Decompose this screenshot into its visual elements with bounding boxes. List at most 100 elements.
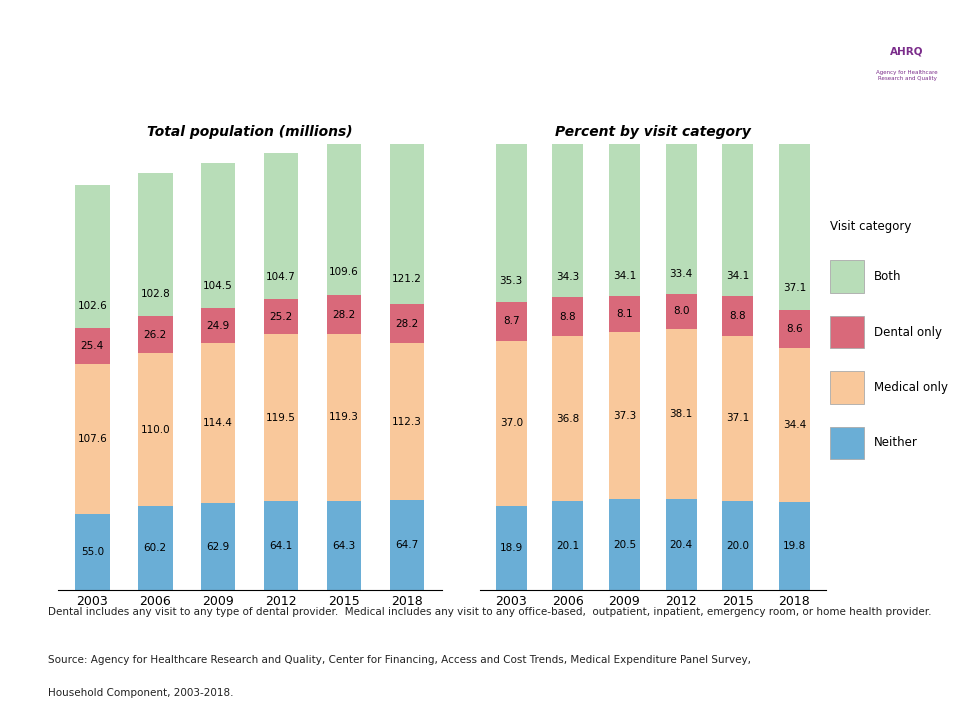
Bar: [665, 294, 697, 329]
Text: 25.2: 25.2: [270, 312, 293, 322]
Text: 25.4: 25.4: [81, 341, 104, 351]
Text: 8.8: 8.8: [560, 312, 576, 322]
Bar: [201, 343, 235, 503]
Text: 37.1: 37.1: [726, 413, 750, 423]
Text: 20.1: 20.1: [557, 541, 580, 551]
Bar: [75, 364, 109, 513]
Bar: [264, 501, 299, 590]
Text: Visit category: Visit category: [830, 220, 912, 233]
Bar: [552, 336, 584, 500]
Bar: [779, 502, 810, 590]
Text: 20.4: 20.4: [669, 540, 693, 550]
Text: 112.3: 112.3: [392, 417, 421, 427]
Bar: [665, 329, 697, 500]
Text: 38.1: 38.1: [669, 409, 693, 419]
Text: 20.5: 20.5: [612, 540, 636, 549]
Text: Source: Agency for Healthcare Research and Quality, Center for Financing, Access: Source: Agency for Healthcare Research a…: [48, 654, 751, 665]
Circle shape: [437, 21, 960, 138]
Text: 35.3: 35.3: [499, 276, 523, 287]
Text: Dental only: Dental only: [874, 325, 942, 338]
Bar: [495, 341, 527, 506]
Bar: [779, 145, 810, 310]
Bar: [779, 310, 810, 348]
Text: Household Component, 2003-2018.: Household Component, 2003-2018.: [48, 688, 233, 698]
Text: 55.0: 55.0: [81, 547, 104, 557]
Bar: [609, 144, 640, 296]
Bar: [609, 333, 640, 499]
Bar: [779, 348, 810, 502]
Bar: [326, 334, 361, 500]
Bar: [326, 295, 361, 334]
Bar: [326, 500, 361, 590]
Bar: [495, 302, 527, 341]
Bar: [552, 500, 584, 590]
Text: 121.2: 121.2: [392, 274, 421, 284]
Text: 114.4: 114.4: [204, 418, 233, 428]
Text: Medical only: Medical only: [874, 381, 948, 394]
Text: 62.9: 62.9: [206, 541, 229, 552]
Bar: [665, 145, 697, 294]
FancyBboxPatch shape: [830, 426, 864, 459]
Text: 8.6: 8.6: [786, 324, 803, 334]
Text: 64.1: 64.1: [270, 541, 293, 551]
Bar: [326, 142, 361, 295]
Text: 60.2: 60.2: [144, 544, 167, 554]
Bar: [390, 304, 424, 343]
Text: 102.8: 102.8: [140, 289, 170, 300]
Bar: [201, 503, 235, 590]
Text: 26.2: 26.2: [144, 330, 167, 340]
Text: 64.3: 64.3: [332, 541, 355, 551]
FancyBboxPatch shape: [830, 315, 864, 348]
Text: Dental includes any visit to any type of dental provider.  Medical includes any : Dental includes any visit to any type of…: [48, 607, 931, 617]
Text: 8.8: 8.8: [730, 311, 746, 321]
Text: 34.1: 34.1: [612, 271, 636, 281]
Text: 34.1: 34.1: [726, 271, 750, 281]
Text: 20.0: 20.0: [726, 541, 749, 551]
Title: Total population (millions): Total population (millions): [147, 125, 352, 139]
Text: 37.0: 37.0: [500, 418, 523, 428]
Bar: [552, 144, 584, 297]
Bar: [495, 145, 527, 302]
Text: 34.3: 34.3: [556, 272, 580, 282]
Text: 34.4: 34.4: [782, 420, 806, 431]
Text: 8.0: 8.0: [673, 307, 689, 316]
Text: 28.2: 28.2: [332, 310, 355, 320]
Title: Percent by visit category: Percent by visit category: [555, 125, 751, 139]
Bar: [722, 144, 754, 296]
Text: 33.4: 33.4: [669, 269, 693, 279]
Text: 19.8: 19.8: [782, 541, 806, 552]
Text: 104.5: 104.5: [204, 281, 233, 291]
Bar: [390, 500, 424, 590]
Text: 18.9: 18.9: [499, 543, 523, 553]
Text: 64.7: 64.7: [396, 540, 419, 550]
Text: 107.6: 107.6: [78, 433, 108, 444]
Bar: [138, 173, 173, 316]
Text: AHRQ: AHRQ: [891, 46, 924, 56]
Text: 8.1: 8.1: [616, 310, 633, 319]
Text: 119.3: 119.3: [329, 413, 359, 423]
Bar: [609, 296, 640, 333]
Bar: [75, 185, 109, 328]
Bar: [138, 316, 173, 353]
FancyBboxPatch shape: [830, 260, 864, 293]
Text: 24.9: 24.9: [206, 320, 229, 330]
Text: 37.3: 37.3: [612, 410, 636, 420]
Bar: [665, 500, 697, 590]
Bar: [264, 153, 299, 299]
Text: Neither: Neither: [874, 436, 918, 449]
Bar: [264, 334, 299, 501]
Text: 119.5: 119.5: [266, 413, 296, 423]
Text: Both: Both: [874, 270, 901, 283]
Bar: [201, 163, 235, 308]
Bar: [201, 308, 235, 343]
Text: 8.7: 8.7: [503, 317, 519, 326]
Bar: [390, 343, 424, 500]
Text: 109.6: 109.6: [329, 266, 359, 276]
Text: 36.8: 36.8: [556, 413, 580, 423]
Bar: [722, 336, 754, 501]
Text: Figure 1: Population with any dental and medical visits: Figure 1: Population with any dental and…: [76, 49, 769, 68]
Bar: [264, 299, 299, 334]
Text: 28.2: 28.2: [396, 319, 419, 329]
Bar: [138, 506, 173, 590]
Bar: [609, 499, 640, 590]
